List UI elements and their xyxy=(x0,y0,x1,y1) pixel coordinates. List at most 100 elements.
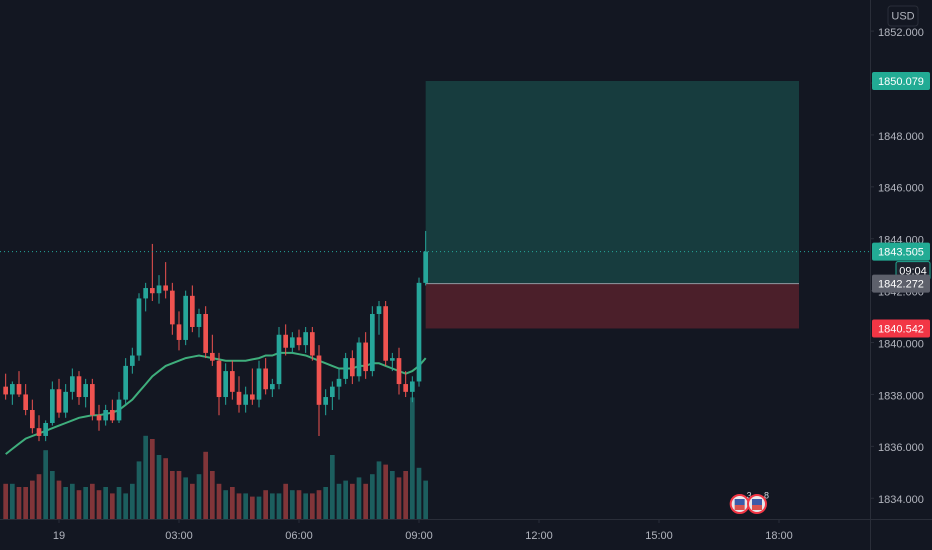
volume-bar xyxy=(283,483,288,519)
volume-bar xyxy=(123,493,128,519)
candle-body xyxy=(356,342,362,377)
volume-bar xyxy=(310,493,315,519)
event-count: 3 xyxy=(747,490,752,500)
y-tick-label: 1846.000 xyxy=(878,183,924,195)
candle-body xyxy=(176,324,182,340)
volume-bar xyxy=(30,480,35,519)
volume-bar xyxy=(243,493,248,519)
event-count: 8 xyxy=(764,490,769,500)
x-tick-label: 15:00 xyxy=(645,530,673,542)
candle-body xyxy=(116,399,122,421)
candle-body xyxy=(210,352,215,361)
candle-body xyxy=(223,371,228,398)
candle-body xyxy=(150,288,155,294)
volume-bar xyxy=(316,490,322,519)
volume-bar xyxy=(110,493,115,519)
volume-bar xyxy=(116,487,122,519)
candle-body xyxy=(63,391,68,413)
moving-average xyxy=(5,351,427,455)
volume-bar xyxy=(3,483,9,519)
volume-bar xyxy=(36,474,42,519)
volume-bar xyxy=(250,496,255,519)
volume-bar xyxy=(383,464,388,519)
candle-body xyxy=(196,313,202,327)
candle-body xyxy=(103,410,108,421)
candle-body xyxy=(3,386,9,395)
stop-price-box xyxy=(872,319,930,338)
candle-body xyxy=(310,332,315,356)
candle-body xyxy=(50,389,55,423)
candle-body xyxy=(43,422,48,436)
volume-bar xyxy=(56,480,62,519)
x-tick-label: 12:00 xyxy=(525,530,553,542)
candle-body xyxy=(423,251,428,283)
volume-bar xyxy=(76,490,82,519)
volume-bar xyxy=(63,487,68,519)
entry-price-box xyxy=(872,274,930,293)
volume-bar xyxy=(376,461,382,519)
candle-body xyxy=(190,295,195,327)
candle-body xyxy=(363,342,368,372)
target-price-box xyxy=(872,71,930,90)
volume-bar xyxy=(330,455,335,519)
volume-bar xyxy=(363,483,368,519)
volume-bar xyxy=(396,477,402,519)
event-flag xyxy=(752,499,762,505)
candle-body xyxy=(136,298,142,356)
candle-body xyxy=(283,334,288,348)
candle-body xyxy=(23,394,28,411)
volume-bar xyxy=(190,483,195,519)
candle-body xyxy=(10,384,15,395)
candle-body xyxy=(250,394,255,400)
event-flag-stripes xyxy=(734,505,745,510)
candle-body xyxy=(170,290,175,325)
candle-body xyxy=(416,282,422,382)
volume-bar xyxy=(103,487,108,519)
volume-bar xyxy=(410,397,415,519)
volume-bar xyxy=(296,490,302,519)
volume-bar xyxy=(370,474,375,519)
x-tick-label: 19 xyxy=(53,530,65,542)
candle-body xyxy=(410,381,415,392)
x-tick-label: 09:00 xyxy=(405,530,433,542)
volume-bar xyxy=(176,471,182,519)
candle-body xyxy=(396,358,402,385)
volume-bar xyxy=(130,483,135,519)
candle-body xyxy=(76,376,82,398)
stop-price: 1840.542 xyxy=(878,323,924,335)
currency-box[interactable] xyxy=(887,5,919,27)
y-tick-label: 1838.000 xyxy=(878,390,924,402)
candle-body xyxy=(296,337,302,346)
volume-bar xyxy=(223,490,228,519)
stop-zone[interactable] xyxy=(425,283,799,329)
volume-bar xyxy=(16,487,22,519)
y-tick-label: 1848.000 xyxy=(878,131,924,143)
volume-bar xyxy=(276,493,282,519)
volume-bar xyxy=(256,496,262,519)
candle-body xyxy=(216,360,222,398)
target-zone[interactable] xyxy=(425,80,799,284)
x-tick-label: 06:00 xyxy=(285,530,313,542)
y-tick-label: 1852.000 xyxy=(878,27,924,39)
candle-body xyxy=(130,355,135,366)
candle-body xyxy=(263,368,268,390)
candle-body xyxy=(96,415,102,421)
countdown: 09:04 xyxy=(899,265,927,277)
event-flag-stripes xyxy=(752,505,762,510)
candle-body xyxy=(323,397,328,405)
volume-bar xyxy=(390,471,395,519)
candle-body xyxy=(330,386,335,398)
candle-body xyxy=(243,394,248,405)
currency: USD xyxy=(891,10,914,22)
candle-body xyxy=(183,295,188,340)
volume-bar xyxy=(236,493,242,519)
volume-bar xyxy=(210,471,215,519)
volume-bar xyxy=(83,487,88,519)
candle-body xyxy=(70,376,75,392)
candle-body xyxy=(110,410,115,421)
volume-bar xyxy=(156,455,162,519)
volume-bar xyxy=(303,493,308,519)
x-tick-label: 03:00 xyxy=(165,530,193,542)
volume-bar xyxy=(150,439,155,519)
